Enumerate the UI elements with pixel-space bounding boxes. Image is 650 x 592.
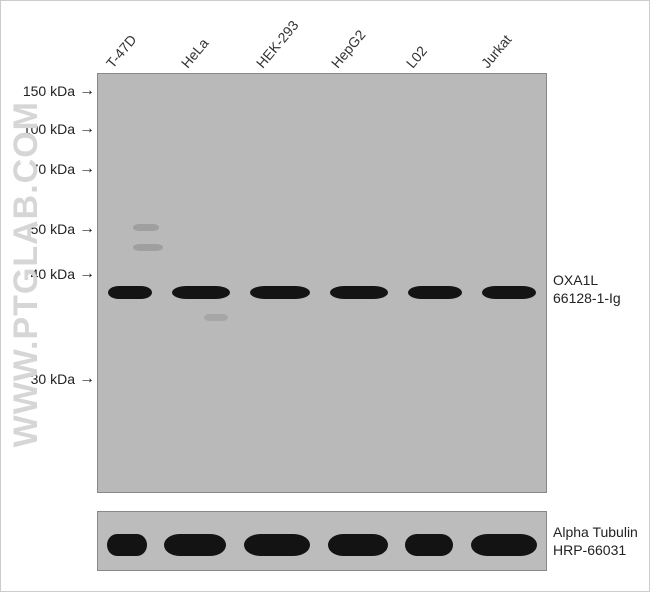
- target-label: OXA1L 66128-1-Ig: [553, 271, 621, 307]
- arrow-right-icon: →: [79, 371, 95, 387]
- lane-label: L02: [403, 43, 430, 71]
- arrow-right-icon: →: [79, 266, 95, 282]
- marker-weight: 100 kDa: [23, 121, 75, 137]
- protein-band: [133, 224, 159, 231]
- marker-label: 150 kDa→: [9, 83, 95, 99]
- loading-name: Alpha Tubulin: [553, 523, 638, 541]
- marker-weight: 70 kDa: [31, 161, 75, 177]
- protein-band: [172, 286, 230, 299]
- band-row: [98, 286, 546, 299]
- marker-label: 70 kDa→: [9, 161, 95, 177]
- protein-band: [204, 314, 228, 321]
- marker-label: 30 kDa→: [9, 371, 95, 387]
- arrow-right-icon: →: [79, 221, 95, 237]
- loading-control-blot: [97, 511, 547, 571]
- lane-label: HeLa: [178, 35, 212, 71]
- marker-label: 50 kDa→: [9, 221, 95, 237]
- arrow-right-icon: →: [79, 121, 95, 137]
- figure-container: WWW.PTGLAB.COM T-47DHeLaHEK-293HepG2L02J…: [0, 0, 650, 592]
- marker-weight: 50 kDa: [31, 221, 75, 237]
- target-name: OXA1L: [553, 271, 621, 289]
- band-row: [98, 244, 546, 251]
- target-catalog: 66128-1-Ig: [553, 289, 621, 307]
- main-western-blot: [97, 73, 547, 493]
- protein-band: [108, 286, 152, 299]
- protein-band: [164, 534, 226, 556]
- arrow-right-icon: →: [79, 83, 95, 99]
- arrow-right-icon: →: [79, 161, 95, 177]
- loading-catalog: HRP-66031: [553, 541, 638, 559]
- band-row: [98, 314, 546, 321]
- protein-band: [405, 534, 453, 556]
- lane-label: HepG2: [328, 27, 369, 71]
- protein-band: [330, 286, 388, 299]
- band-row: [98, 534, 546, 556]
- lane-label: T-47D: [103, 32, 140, 71]
- protein-band: [244, 534, 310, 556]
- protein-band: [133, 244, 163, 251]
- band-row: [98, 224, 546, 231]
- protein-band: [482, 286, 536, 299]
- loading-label: Alpha Tubulin HRP-66031: [553, 523, 638, 559]
- marker-weight: 30 kDa: [31, 371, 75, 387]
- lane-label: Jurkat: [478, 32, 515, 71]
- lane-labels-row: T-47D HeLa HEK-293 HepG2 L02 Jurkat: [97, 11, 547, 71]
- protein-band: [471, 534, 537, 556]
- marker-weight: 40 kDa: [31, 266, 75, 282]
- marker-label: 40 kDa→: [9, 266, 95, 282]
- marker-weight: 150 kDa: [23, 83, 75, 99]
- protein-band: [250, 286, 310, 299]
- lane-label: HEK-293: [253, 17, 302, 71]
- protein-band: [328, 534, 388, 556]
- marker-label: 100 kDa→: [9, 121, 95, 137]
- protein-band: [107, 534, 147, 556]
- protein-band: [408, 286, 462, 299]
